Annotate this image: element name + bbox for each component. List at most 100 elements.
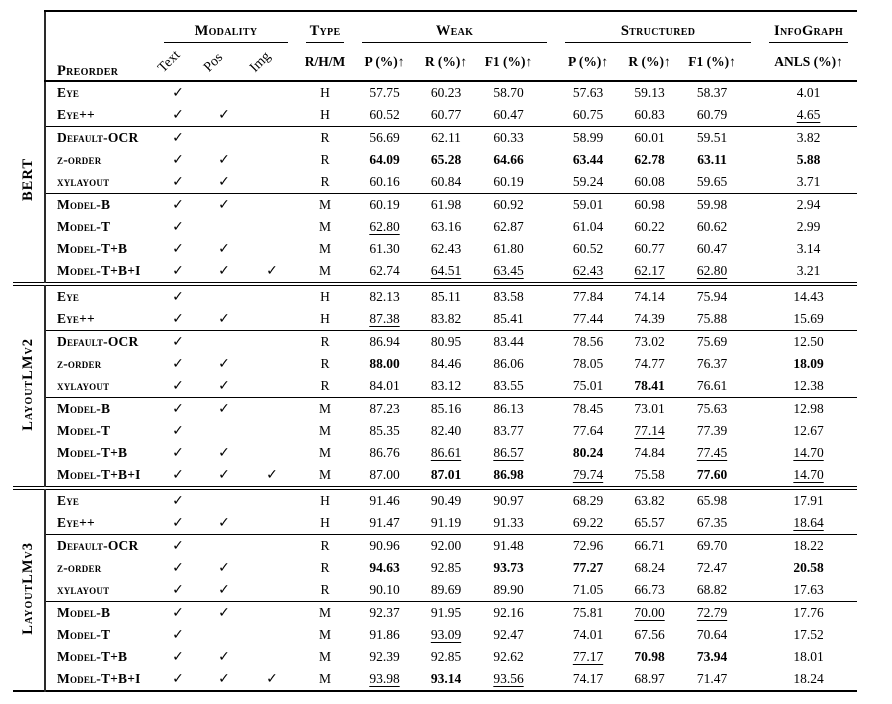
metric-value-text: 12.67 [793,423,824,438]
bottom-rule [13,690,858,693]
metric-value-text: 71.47 [696,671,728,686]
metric-value-text: 74.17 [572,671,604,686]
type-cell: R [297,375,353,398]
metric-value-text: 59.98 [696,197,728,212]
img-check-empty [247,171,297,194]
metric-value-text: 83.44 [493,334,524,349]
metric-value-text: 86.06 [493,356,524,371]
type-cell: R [320,538,330,553]
metric-value-text: 76.61 [696,378,728,393]
metric-value-text: 62.80 [369,219,400,234]
metric-value-text: 94.63 [369,560,400,575]
metric-value: 62.17 [620,260,679,283]
metric-value: 62.78 [620,149,679,171]
metric-value: 83.77 [476,420,556,442]
table-row: Model-B ✓ ✓ M 92.37 91.95 92.16 75.81 70.00 72.79… [13,601,857,624]
metric-value-text: 68.82 [696,582,728,597]
metric-value: 14.70 [760,442,857,464]
metric-value: 17.52 [760,624,857,646]
metric-value-text: 75.58 [634,467,665,482]
metric-value: 90.97 [476,490,556,513]
metric-value-text: 66.71 [634,538,665,553]
metric-value: 63.82 [620,490,679,513]
table-row: Model-T+B ✓ ✓ M 86.76 86.61 86.57 80.24 74.84 77.… [13,442,857,464]
metric-value-text: 63.11 [697,152,727,167]
metric-value: 59.65 [679,171,761,194]
metric-value: 74.17 [556,668,620,691]
img-check-empty [247,149,297,171]
metric-value: 86.61 [416,442,476,464]
group-divider-rule [13,486,858,490]
metric-value-text: 93.73 [493,560,524,575]
metric-value: 60.22 [620,216,679,238]
img-check-empty [247,420,297,442]
pos-check-empty [201,331,247,354]
type-cell: H [297,512,353,535]
img-check-empty [247,512,297,535]
img-check-empty [247,331,297,354]
metric-value: 71.05 [556,579,621,602]
text-check-icon: ✓ [172,423,184,439]
metric-value: 72.96 [556,535,620,558]
img-check-empty [247,194,297,217]
metric-value: 92.62 [476,646,556,668]
metric-value: 85.35 [353,420,416,442]
metric-value: 69.70 [679,535,760,558]
pos-check-empty [201,420,247,442]
metric-value-text: 93.09 [430,627,462,642]
pos-check-empty [201,216,247,238]
metric-value: 65.57 [620,512,680,535]
row-label: Default-OCR [44,330,155,353]
table-row: Default-OCR ✓ R 56.69 62.11 60.33 58.99 60.01 59… [13,126,857,150]
metric-value-text: 86.61 [430,445,462,460]
bottom-rule [13,690,858,693]
metric-value: 75.69 [679,331,760,354]
pos-check-icon: ✓ [218,445,230,461]
type-cell: M [318,401,331,416]
metric-value: 93.14 [416,668,476,691]
metric-value: 88.00 [353,353,416,375]
table-row: xylayout ✓ ✓ R 84.01 83.12 83.55 75.01 78.41 76.6… [13,375,858,398]
metric-value-text: 88.00 [369,356,400,371]
type-cell: M [318,627,331,642]
metric-value: 75.01 [556,375,621,398]
row-label: z-order [44,353,155,375]
metric-value-text: 86.57 [493,445,524,460]
metric-value-text: 86.94 [369,334,400,349]
metric-value-text: 62.87 [493,219,524,234]
metric-value-text: 57.75 [369,85,400,100]
column-header-weak-p: P (%)↑ [353,43,416,82]
metric-value: 63.16 [416,216,476,238]
metric-value: 78.05 [556,353,620,375]
metric-value: 76.61 [679,375,761,398]
metric-value: 3.14 [760,238,857,260]
metric-value: 60.33 [476,127,556,150]
metric-value: 14.70 [760,464,857,487]
metric-value-text: 70.00 [634,605,665,620]
table-row: Model-B ✓ ✓ M 60.19 61.98 60.92 59.01 60.98 59.98… [13,193,857,217]
metric-value-text: 77.14 [634,423,665,438]
metric-value-text: 18.22 [793,538,824,553]
metric-value-text: 60.33 [493,130,524,145]
metric-value-text: 72.96 [572,538,604,553]
text-check-icon: ✓ [172,538,184,554]
metric-value: 62.80 [353,216,416,238]
text-check-icon: ✓ [155,308,201,331]
metric-value: 12.50 [760,331,857,354]
model-group-layoutlmv2: LayoutLMv2 Eye ✓ H 82.13 85.11 83.58 77.84 74.14… [13,285,858,487]
row-label: Model-B [44,397,155,420]
metric-value-text: 60.19 [369,197,400,212]
metric-value-text: 75.94 [696,289,728,304]
metric-value: 92.47 [476,624,556,646]
row-label: xylayout [44,375,155,398]
metric-value-text: 92.16 [493,605,524,620]
text-check-icon: ✓ [172,241,184,257]
text-check-icon: ✓ [172,467,184,483]
metric-value: 18.01 [760,646,857,668]
table-row: xylayout ✓ ✓ R 60.16 60.84 60.19 59.24 60.08 59.6… [13,171,858,194]
pos-check-icon: ✓ [218,152,230,168]
img-check-icon: ✓ [266,263,278,279]
row-label: Default-OCR [44,126,155,149]
metric-value-text: 4.65 [796,107,821,122]
metric-value-text: 75.69 [696,334,728,349]
